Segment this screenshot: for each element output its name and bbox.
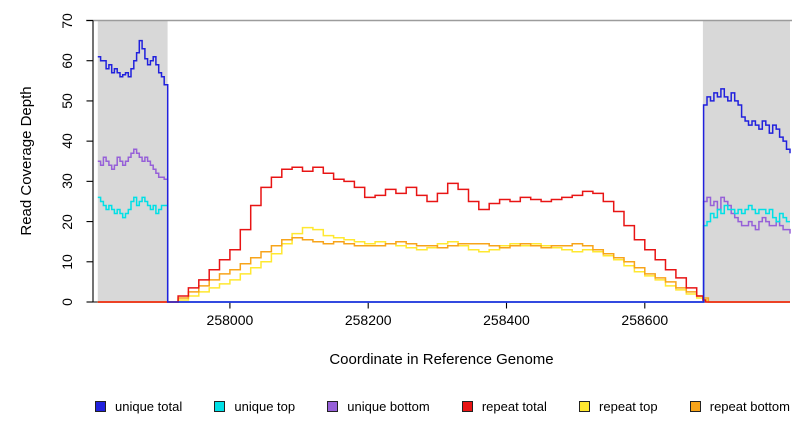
series-line-repeat-total [97,166,790,303]
y-axis-title: Read Coverage Depth [18,86,35,236]
y-tick-label: 30 [59,173,75,190]
series-line-repeat-bottom [97,236,790,303]
x-tick-label: 258400 [483,312,530,328]
shaded-flank-region [702,21,790,301]
legend-swatch [327,401,339,412]
legend-label: unique total [115,399,183,414]
x-axis-title: Coordinate in Reference Genome [329,351,554,368]
legend-label: repeat bottom [709,399,790,414]
legend-item-unique-total: unique total [95,399,182,414]
legend-item-repeat-top: repeat top [579,399,658,414]
legend-item-repeat-total: repeat total [461,399,547,414]
legend-swatch [95,401,106,412]
legend-swatch [579,401,591,412]
x-tick-label: 258200 [344,312,392,328]
y-tick-label: 0 [59,298,75,306]
legend-item-unique-top: unique top [214,399,295,414]
legend-label: unique top [234,399,296,414]
legend: unique total unique top unique bottom repea… [95,399,790,414]
y-tick-label: 10 [59,253,75,270]
y-tick-label: 70 [59,12,75,29]
y-tick-label: 50 [59,93,75,109]
legend-swatch [461,401,473,412]
legend-label: repeat total [481,399,547,414]
legend-label: unique bottom [347,399,430,414]
y-tick-label: 40 [59,133,75,149]
x-tick-label: 258000 [206,312,254,328]
legend-swatch [689,401,701,412]
y-tick-label: 60 [59,52,75,69]
legend-label: repeat top [599,399,658,414]
legend-item-unique-bottom: unique bottom [327,399,430,414]
legend-swatch [214,401,226,412]
y-tick-label: 20 [59,213,75,230]
legend-item-repeat-bottom: repeat bottom [689,399,790,414]
x-tick-label: 258600 [621,312,669,328]
series-line-unique-total [97,39,791,303]
